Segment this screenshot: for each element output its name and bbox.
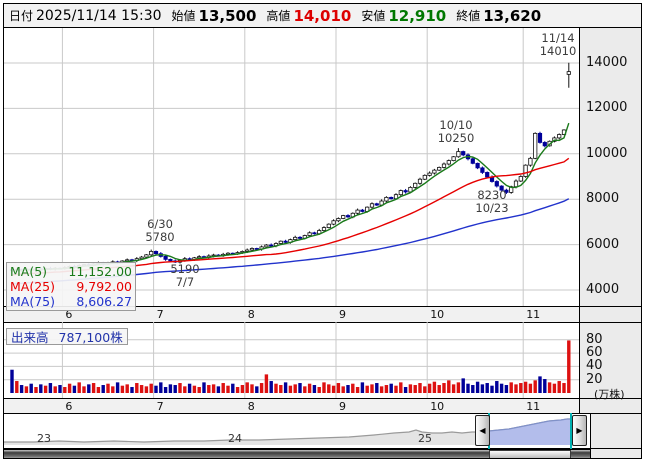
volume-tick-label: 80	[586, 331, 603, 347]
ma75-value: 8,606.27	[76, 294, 132, 309]
low-label: 安値	[361, 9, 386, 23]
month-axis-top: 6 7 8 9 10 11	[4, 307, 579, 322]
navigator-year-label: 25	[418, 432, 432, 445]
right-axis-panel	[579, 28, 641, 414]
month-label: 7	[156, 400, 164, 413]
price-tick-label: 14000	[586, 55, 628, 70]
left-arrow-icon: ◀	[479, 426, 486, 435]
date-label: 日付	[9, 9, 34, 23]
separator	[4, 322, 641, 323]
month-label: 10	[430, 308, 445, 321]
month-label: 8	[247, 308, 255, 321]
price-tick-label: 8000	[586, 191, 620, 207]
price-tick-label: 10000	[586, 145, 628, 161]
ma5-label: MA(5)	[10, 264, 48, 279]
volume-label: 出来高	[11, 330, 49, 345]
scrollbar-thumb[interactable]	[489, 450, 571, 458]
volume-tick-label: 20	[586, 371, 603, 387]
month-label: 6	[65, 308, 73, 321]
separator	[4, 306, 641, 307]
month-axis-bottom: 6 7 8 9 10 11	[4, 399, 579, 413]
chart-annotation: 8230 10/23	[475, 188, 509, 215]
high-label: 高値	[266, 9, 291, 23]
price-tick-label: 12000	[586, 100, 628, 116]
price-tick-label: 4000	[586, 282, 620, 297]
ma75-row: MA(75) 8,606.27	[10, 294, 132, 309]
month-label: 11	[526, 308, 541, 321]
navigator-scroll-right-button[interactable]: ▶	[572, 415, 587, 446]
month-label: 7	[156, 308, 164, 321]
right-arrow-icon: ▶	[576, 426, 583, 435]
volume-tick-label: 60	[586, 345, 603, 361]
month-label: 11	[526, 400, 541, 413]
month-label: 10	[430, 400, 445, 413]
date-value: 2025/11/14 15:30	[36, 7, 162, 24]
chart-annotation: 10/10 10250	[437, 118, 475, 145]
navigator-year-label: 24	[228, 432, 242, 445]
month-label: 9	[339, 308, 346, 321]
quote-header: 日付 2025/11/14 15:30 始値 13,500 高値 14,010 …	[4, 4, 641, 28]
ma75-label: MA(75)	[10, 294, 55, 309]
separator	[4, 413, 641, 414]
close-label: 終値	[456, 9, 481, 23]
month-label: 9	[339, 400, 346, 413]
ma5-row: MA(5) 11,152.00	[10, 264, 132, 279]
chart-annotation: 6/30 5780	[145, 217, 175, 244]
ma-legend: MA(5) 11,152.00 MA(25) 9,792.00 MA(75) 8…	[6, 262, 136, 311]
price-tick-label: 6000	[586, 236, 620, 252]
volume-label-box: 出来高 787,100株	[6, 328, 128, 345]
separator	[4, 398, 641, 399]
low-value: 12,910	[388, 6, 447, 25]
chart-annotation: 11/14 14010	[539, 31, 577, 58]
ma25-label: MA(25)	[10, 279, 55, 294]
close-value: 13,620	[483, 6, 542, 25]
open-value: 13,500	[198, 6, 257, 25]
ma25-value: 9,792.00	[76, 279, 132, 294]
navigator-year-label: 23	[37, 432, 51, 445]
navigator-right-filler	[590, 414, 641, 458]
stock-chart-widget: 日付 2025/11/14 15:30 始値 13,500 高値 14,010 …	[3, 3, 642, 459]
ma5-value: 11,152.00	[68, 264, 132, 279]
volume-unit-label: (万株)	[594, 388, 625, 401]
scrollbar-track[interactable]	[4, 449, 590, 458]
navigator-scroll-left-button[interactable]: ◀	[475, 415, 490, 446]
open-label: 始値	[171, 9, 196, 23]
ma25-row: MA(25) 9,792.00	[10, 279, 132, 294]
chart-annotation: 5190 7/7	[170, 262, 200, 289]
month-label: 6	[65, 400, 73, 413]
separator	[4, 448, 641, 449]
volume-tick-label: 40	[586, 358, 603, 374]
volume-value: 787,100株	[58, 330, 123, 345]
month-label: 8	[247, 400, 255, 413]
high-value: 14,010	[293, 6, 352, 25]
candlestick-chart-canvas	[4, 28, 579, 453]
